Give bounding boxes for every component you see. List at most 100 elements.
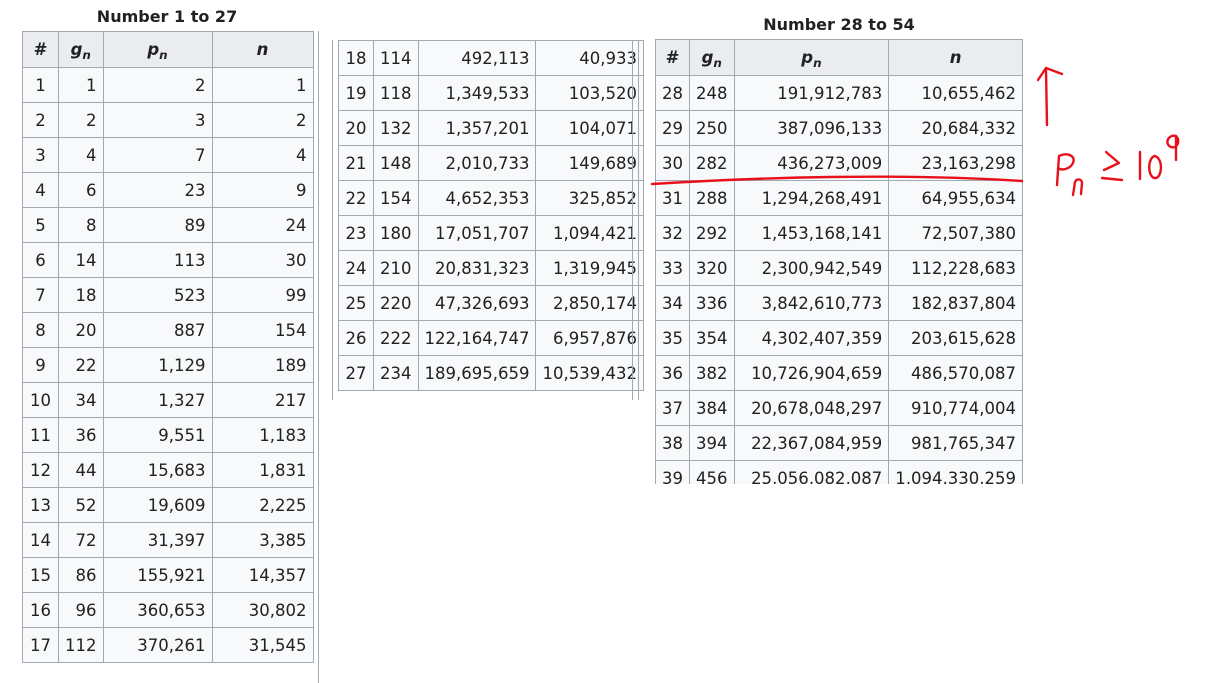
table-row: 24 210 20,831,323 1,319,945 bbox=[338, 250, 644, 286]
cell-gap: 44 bbox=[58, 452, 104, 488]
table-row: 32 292 1,453,168,141 72,507,380 bbox=[655, 215, 1023, 251]
cell-n: 40,933 bbox=[535, 40, 644, 76]
cell-gap: 96 bbox=[58, 592, 104, 628]
cell-index: 2 bbox=[22, 102, 59, 138]
cell-n: 1,831 bbox=[211, 452, 314, 488]
cell-index: 19 bbox=[338, 75, 374, 111]
cell-n: 325,852 bbox=[535, 180, 644, 216]
cell-prime: 1,129 bbox=[102, 347, 213, 383]
cell-gap: 22 bbox=[58, 347, 104, 383]
cell-gap: 14 bbox=[58, 242, 104, 278]
cell-gap: 382 bbox=[689, 355, 735, 391]
glyph-p bbox=[1055, 153, 1075, 187]
cell-gap: 154 bbox=[373, 180, 419, 216]
cell-n: 30,802 bbox=[211, 592, 314, 628]
cell-prime: 22,367,084,959 bbox=[733, 425, 890, 461]
cell-gap: 456 bbox=[689, 460, 735, 484]
cell-gap: 282 bbox=[689, 145, 735, 181]
cell-n: 10,539,432 bbox=[535, 355, 644, 391]
cell-gap: 20 bbox=[58, 312, 104, 348]
table-row: 15 86 155,921 14,357 bbox=[22, 557, 314, 593]
cell-gap: 292 bbox=[689, 215, 735, 251]
cell-n: 3,385 bbox=[211, 522, 314, 558]
col-header-gap: gn bbox=[689, 39, 735, 76]
cell-index: 17 bbox=[22, 627, 59, 663]
cell-index: 23 bbox=[338, 215, 374, 251]
table-row: 38 394 22,367,084,959 981,765,347 bbox=[655, 425, 1023, 461]
table1-viewport: # gn pn n 1 1 2 1 2 2 3 2 3 4 7 4 4 6 23 9 5 8 89 24 6 14 113 3… bbox=[22, 31, 314, 683]
cell-gap: 248 bbox=[689, 75, 735, 111]
table-row: 20 132 1,357,201 104,071 bbox=[338, 110, 644, 146]
cell-n: 149,689 bbox=[535, 145, 644, 181]
cell-prime: 1,453,168,141 bbox=[733, 215, 890, 251]
cell-gap: 8 bbox=[58, 207, 104, 243]
cell-gap: 132 bbox=[373, 110, 419, 146]
cell-n: 1 bbox=[211, 67, 314, 103]
glyph-9 bbox=[1166, 134, 1180, 162]
cell-n: 189 bbox=[211, 347, 314, 383]
cell-index: 12 bbox=[22, 452, 59, 488]
cell-gap: 220 bbox=[373, 285, 419, 321]
cell-n: 910,774,004 bbox=[888, 390, 1023, 426]
table-row: 9 22 1,129 189 bbox=[22, 347, 314, 383]
table1-header-row: # gn pn n bbox=[22, 31, 314, 68]
cell-n: 112,228,683 bbox=[888, 250, 1023, 286]
cell-gap: 210 bbox=[373, 250, 419, 286]
cell-prime: 23 bbox=[102, 172, 213, 208]
table-row: 26 222 122,164,747 6,957,876 bbox=[338, 320, 644, 356]
cell-index: 13 bbox=[22, 487, 59, 523]
cell-n: 23,163,298 bbox=[888, 145, 1023, 181]
table2-viewport: # gn pn n 28 248 191,912,783 10,655,462 29 25… bbox=[655, 39, 1023, 484]
cell-n: 10,655,462 bbox=[888, 75, 1023, 111]
up-arrow-icon bbox=[1036, 66, 1064, 127]
cell-prime: 19,609 bbox=[102, 487, 213, 523]
table-row: 16 96 360,653 30,802 bbox=[22, 592, 314, 628]
cell-n: 154 bbox=[211, 312, 314, 348]
cell-index: 21 bbox=[338, 145, 374, 181]
cell-n: 1,094,330,259 bbox=[888, 460, 1023, 484]
table1cont-right-edge bbox=[632, 40, 633, 400]
table1: # gn pn n 1 1 2 1 2 2 3 2 3 4 7 4 4 6 23 9 5 8 89 24 6 14 113 3… bbox=[22, 31, 314, 663]
cell-prime: 2,300,942,549 bbox=[733, 250, 890, 286]
cell-gap: 114 bbox=[373, 40, 419, 76]
glyph-n bbox=[1071, 178, 1084, 197]
table-row: 23 180 17,051,707 1,094,421 bbox=[338, 215, 644, 251]
table-row: 11 36 9,551 1,183 bbox=[22, 417, 314, 453]
cell-index: 30 bbox=[655, 145, 690, 181]
cell-index: 28 bbox=[655, 75, 690, 111]
cell-index: 36 bbox=[655, 355, 690, 391]
cell-prime: 122,164,747 bbox=[417, 320, 537, 356]
cell-gap: 222 bbox=[373, 320, 419, 356]
cell-index: 33 bbox=[655, 250, 690, 286]
table-row: 18 114 492,113 40,933 bbox=[338, 40, 644, 76]
cell-index: 11 bbox=[22, 417, 59, 453]
cell-prime: 1,294,268,491 bbox=[733, 180, 890, 216]
table-row: 10 34 1,327 217 bbox=[22, 382, 314, 418]
cell-gap: 354 bbox=[689, 320, 735, 356]
glyph-0 bbox=[1148, 154, 1163, 180]
cell-prime: 191,912,783 bbox=[733, 75, 890, 111]
cell-gap: 4 bbox=[58, 137, 104, 173]
cell-index: 20 bbox=[338, 110, 374, 146]
cell-prime: 20,678,048,297 bbox=[733, 390, 890, 426]
cell-n: 1,319,945 bbox=[535, 250, 644, 286]
table2-caption: Number 28 to 54 bbox=[763, 15, 915, 34]
cell-n: 30 bbox=[211, 242, 314, 278]
cell-prime: 2,010,733 bbox=[417, 145, 537, 181]
cell-index: 8 bbox=[22, 312, 59, 348]
cell-index: 10 bbox=[22, 382, 59, 418]
cell-gap: 52 bbox=[58, 487, 104, 523]
cell-index: 16 bbox=[22, 592, 59, 628]
cell-n: 6,957,876 bbox=[535, 320, 644, 356]
cell-prime: 1,327 bbox=[102, 382, 213, 418]
cell-n: 14,357 bbox=[211, 557, 314, 593]
col-header-prime: pn bbox=[733, 39, 890, 76]
cell-n: 20,684,332 bbox=[888, 110, 1023, 146]
cell-prime: 4,302,407,359 bbox=[733, 320, 890, 356]
glyph-le bbox=[1100, 150, 1124, 182]
cell-index: 6 bbox=[22, 242, 59, 278]
cell-n: 203,615,628 bbox=[888, 320, 1023, 356]
table-row: 36 382 10,726,904,659 486,570,087 bbox=[655, 355, 1023, 391]
cell-index: 5 bbox=[22, 207, 59, 243]
